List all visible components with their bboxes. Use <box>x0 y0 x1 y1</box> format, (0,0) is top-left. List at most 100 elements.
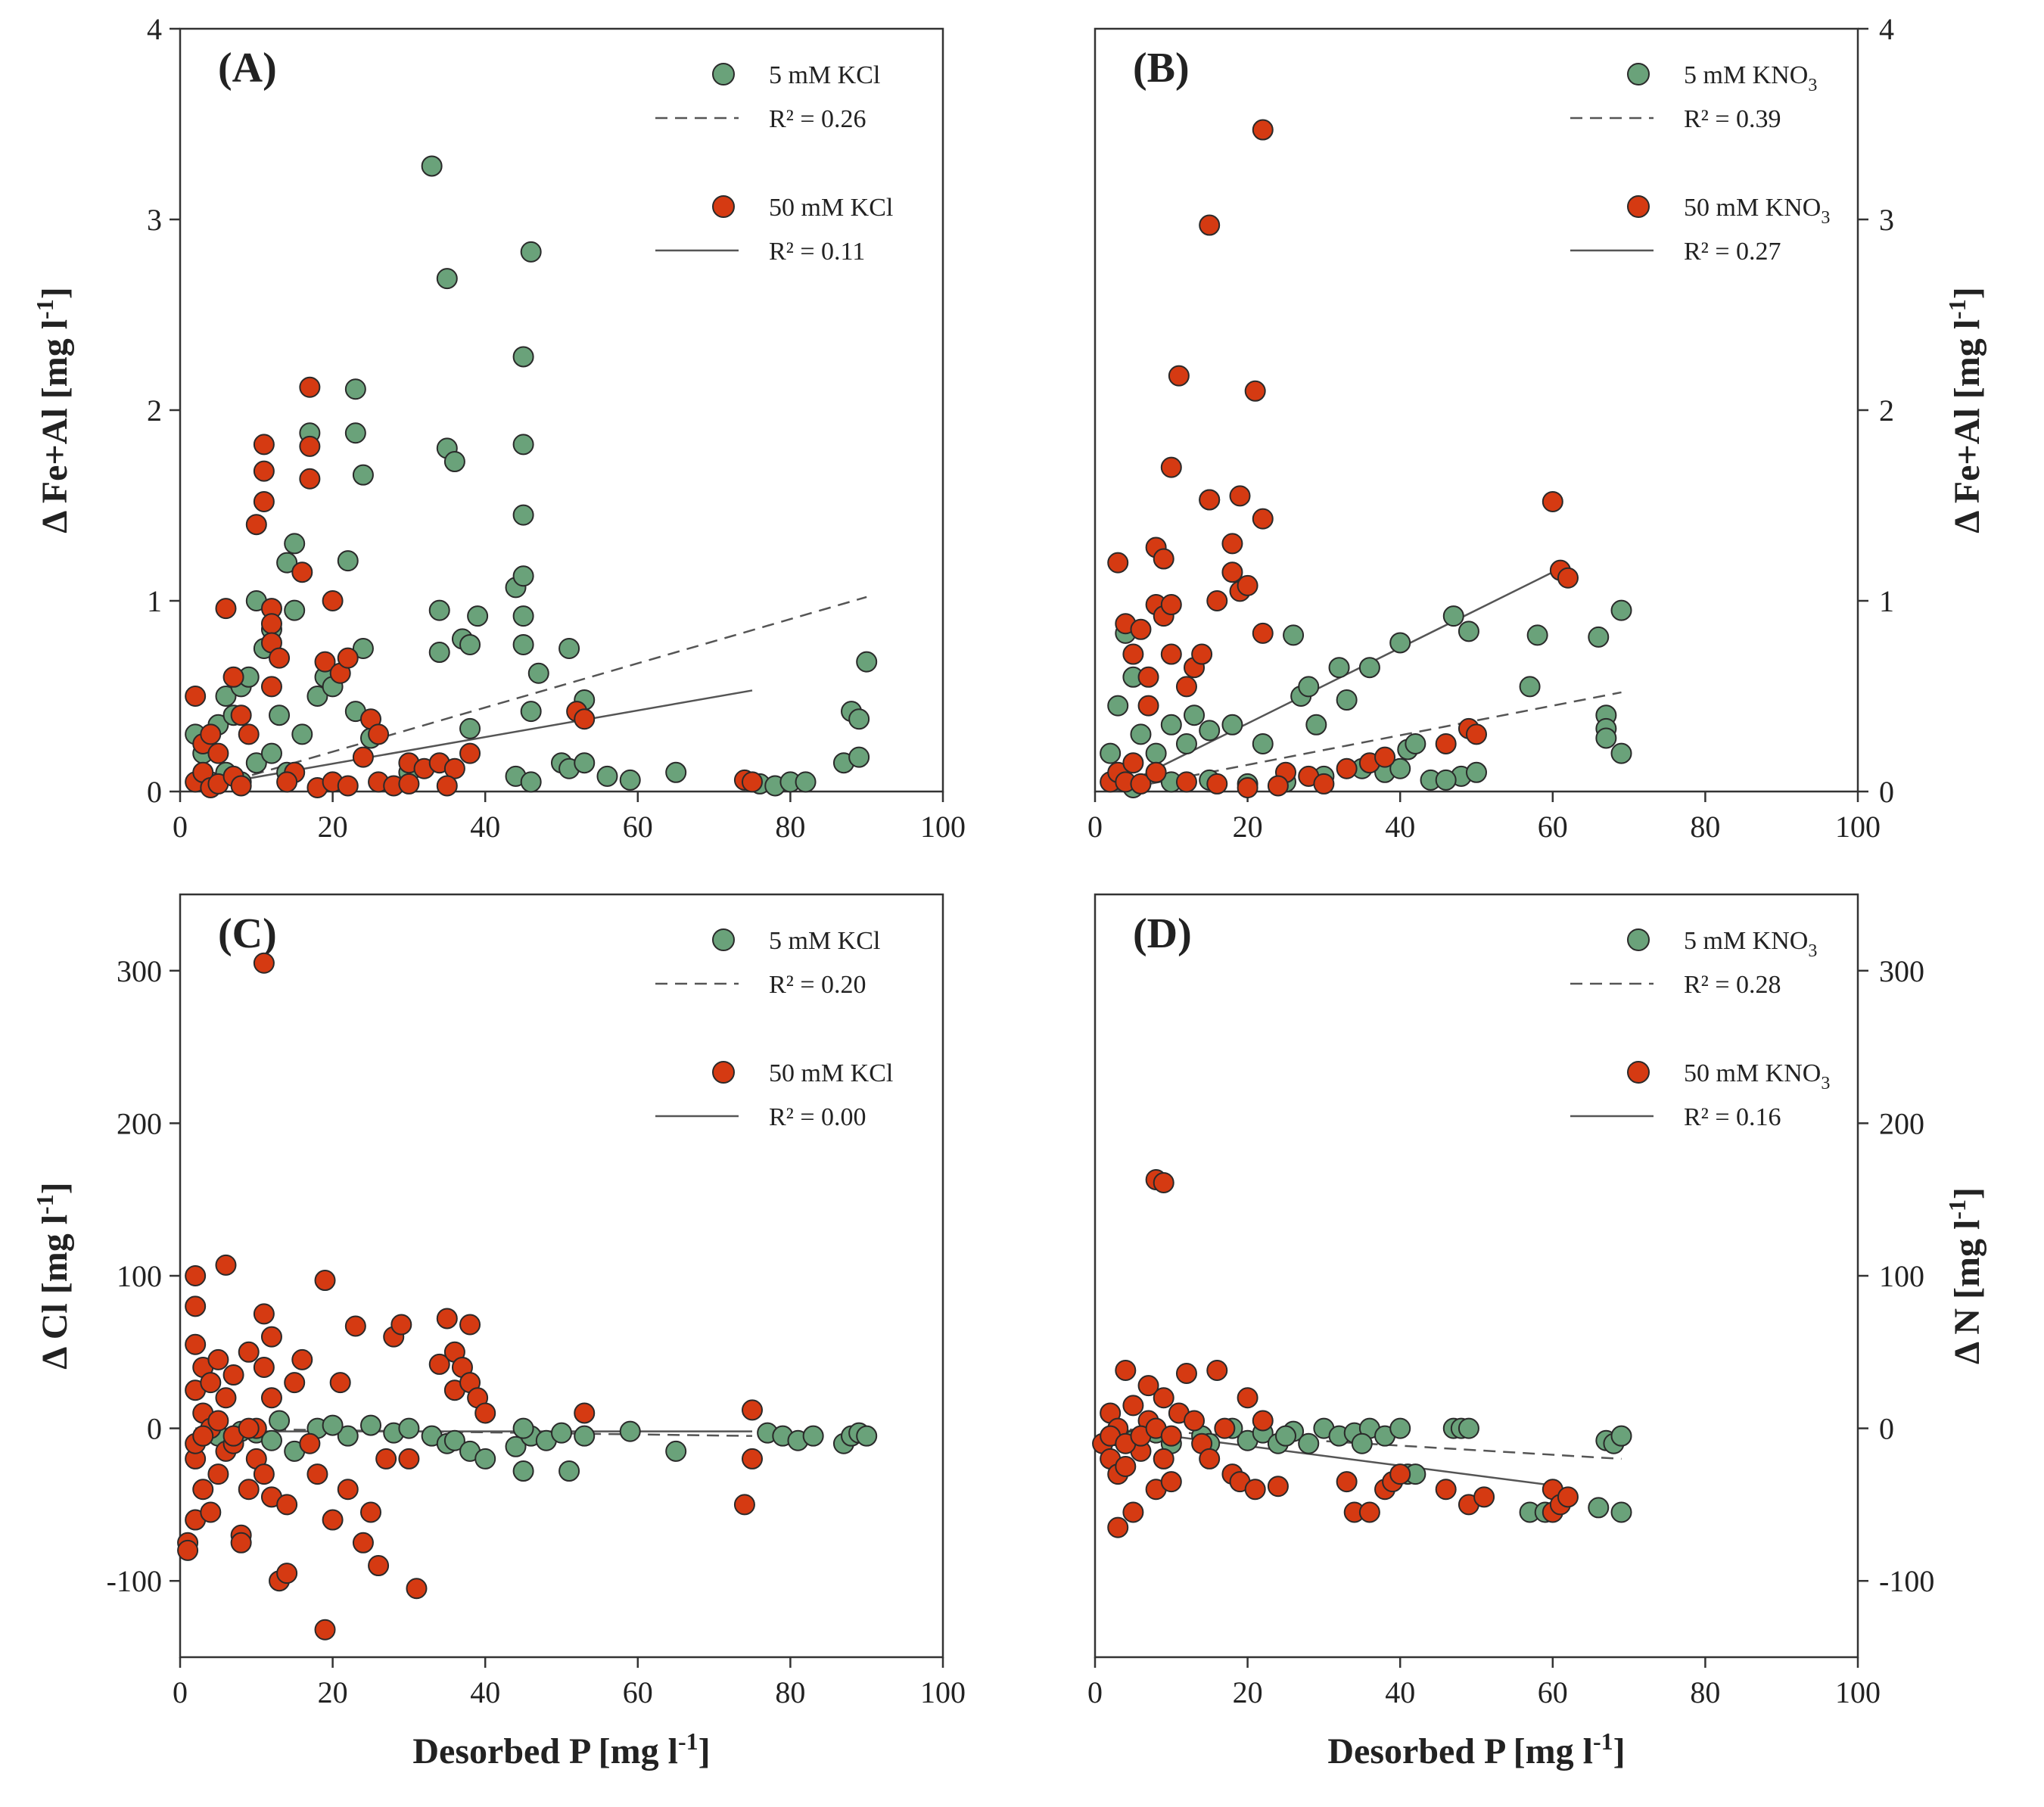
panel-a-point-low <box>512 504 534 526</box>
panel-a-point-low <box>459 717 481 739</box>
panel-a-point-low <box>856 651 878 673</box>
panel-a-point-low <box>421 155 443 177</box>
panel-c-point-high <box>215 1254 237 1276</box>
x-axis-label-left: Desorbed P [mg l-1] <box>412 1728 710 1771</box>
panel-a-point-low <box>352 638 374 659</box>
panel-a-point-low <box>291 723 313 745</box>
panel-c-point-high <box>733 1494 755 1516</box>
panel-c-point-low <box>398 1417 420 1439</box>
panel-c-point-high <box>390 1314 412 1336</box>
panel-c-point-high <box>215 1387 237 1409</box>
panel-a-x-tick-label: 60 <box>623 810 653 844</box>
panel-c-point-high <box>314 1270 336 1292</box>
panel-d-point-high <box>1214 1417 1236 1439</box>
panel-c-point-high <box>222 1364 244 1386</box>
panel-b-point-low <box>1298 676 1320 698</box>
panel-d-point-low <box>1588 1497 1610 1519</box>
panel-b-point-low <box>1466 761 1487 783</box>
panel-a-point-high <box>253 460 275 482</box>
panel-c-point-high <box>230 1532 252 1554</box>
panel-c-point-high <box>253 1303 275 1325</box>
panel-b-point-high <box>1252 508 1274 530</box>
panel-c-point-high <box>742 1448 763 1470</box>
panel-d-point-low <box>1275 1425 1296 1447</box>
panel-c-point-high <box>368 1555 390 1577</box>
panel-b-y-axis-label: Δ Fe+Al [mg l-1] <box>1943 287 1987 533</box>
panel-a-point-high <box>337 775 359 797</box>
panel-b-point-low <box>1442 605 1464 627</box>
panel-a-x-tick-label: 20 <box>318 810 348 844</box>
panel-d-y-tick-label: -100 <box>1879 1564 1934 1598</box>
panel-d-legend-name-low: 5 mM KNO3 <box>1684 927 1817 961</box>
panel-d-label: (D) <box>1133 910 1192 957</box>
panel-a-legend-name-low: 5 mM KCl <box>769 61 880 89</box>
panel-a-legend-fit-high: R² = 0.11 <box>769 238 865 266</box>
panel-c-point-high <box>406 1578 428 1600</box>
panel-c-point-high <box>276 1563 298 1585</box>
panel-d-legend-name-high: 50 mM KNO3 <box>1684 1059 1830 1093</box>
panel-a-y-tick-label: 3 <box>147 203 162 237</box>
panel-b-point-high <box>1267 775 1289 797</box>
panel-c-point-high <box>200 1501 222 1523</box>
panel-b-legend-fit-low: R² = 0.39 <box>1684 105 1781 133</box>
panel-d-y-tick-label: 100 <box>1879 1259 1924 1293</box>
panel-b-point-low <box>1145 742 1167 764</box>
panel-a-trendline-low <box>194 596 867 793</box>
panel-c-point-high <box>192 1479 214 1501</box>
panel-c-legend-name-high: 50 mM KCl <box>769 1059 893 1087</box>
panel-a-point-high <box>238 723 260 745</box>
panel-b-point-high <box>1160 643 1182 665</box>
panel-c-point-low <box>322 1414 344 1436</box>
panel-b-x-tick-label: 60 <box>1538 810 1568 844</box>
panel-a-x-tick-label: 80 <box>775 810 805 844</box>
panel-c-point-low <box>360 1414 381 1436</box>
panel-a-legend-marker-low <box>712 63 735 86</box>
panel-c-point-high <box>436 1308 458 1330</box>
panel-b-legend-marker-low <box>1627 63 1650 86</box>
panel-b-point-low <box>1252 733 1274 754</box>
panel-b-legend-name-high: 50 mM KNO3 <box>1684 194 1830 228</box>
panel-b-point-low <box>1526 624 1548 646</box>
panel-d-x-tick-label: 80 <box>1690 1675 1720 1709</box>
panel-c-y-tick-label: -100 <box>107 1564 162 1598</box>
panel-d-point-high <box>1206 1359 1228 1381</box>
panel-c-point-high <box>260 1326 282 1348</box>
panel-d-x-tick-label: 60 <box>1538 1675 1568 1709</box>
panel-a-point-high <box>207 742 229 764</box>
panel-a-point-low <box>467 605 489 627</box>
panel-b-point-high <box>1160 594 1182 616</box>
panel-a-point-low <box>344 378 366 400</box>
panel-c-point-high <box>207 1410 229 1432</box>
panel-a-point-high <box>215 598 237 620</box>
panel-a-x-tick-label: 40 <box>470 810 500 844</box>
panel-a-point-low <box>260 742 282 764</box>
panel-d-point-high <box>1389 1463 1411 1485</box>
panel-c-point-high <box>253 952 275 974</box>
panel-c-point-high <box>253 1463 275 1485</box>
panel-c-legend-marker-low <box>712 928 735 951</box>
panel-a-point-low <box>512 346 534 368</box>
panel-a-point-low <box>306 686 328 707</box>
panel-c-point-low <box>619 1420 641 1442</box>
panel-c-point-high <box>360 1501 381 1523</box>
panel-d-legend-fit-low: R² = 0.28 <box>1684 971 1781 999</box>
panel-c-point-low <box>512 1417 534 1439</box>
panel-c-point-high <box>185 1295 207 1317</box>
panel-c-point-low <box>505 1435 527 1457</box>
panel-b-legend-fit-high: R² = 0.27 <box>1684 238 1781 266</box>
panel-d-y-tick-label: 0 <box>1879 1412 1894 1446</box>
panel-c-x-tick-label: 40 <box>470 1675 500 1709</box>
panel-c-point-low <box>558 1460 580 1482</box>
panel-b-point-low <box>1100 742 1122 764</box>
panel-b-x-tick-label: 80 <box>1690 810 1720 844</box>
panel-d-point-high <box>1184 1410 1206 1432</box>
panel-d-legend-marker-high <box>1627 1061 1650 1084</box>
panel-a-point-low <box>215 686 237 707</box>
panel-a-point-high <box>245 514 267 536</box>
panel-b-point-low <box>1199 720 1221 742</box>
panel-c-point-high <box>200 1372 222 1394</box>
panel-a-point-low <box>352 464 374 486</box>
panel-c-y-tick-label: 0 <box>147 1412 162 1446</box>
panel-c-point-high <box>375 1448 397 1470</box>
panel-b-point-low <box>1389 632 1411 654</box>
